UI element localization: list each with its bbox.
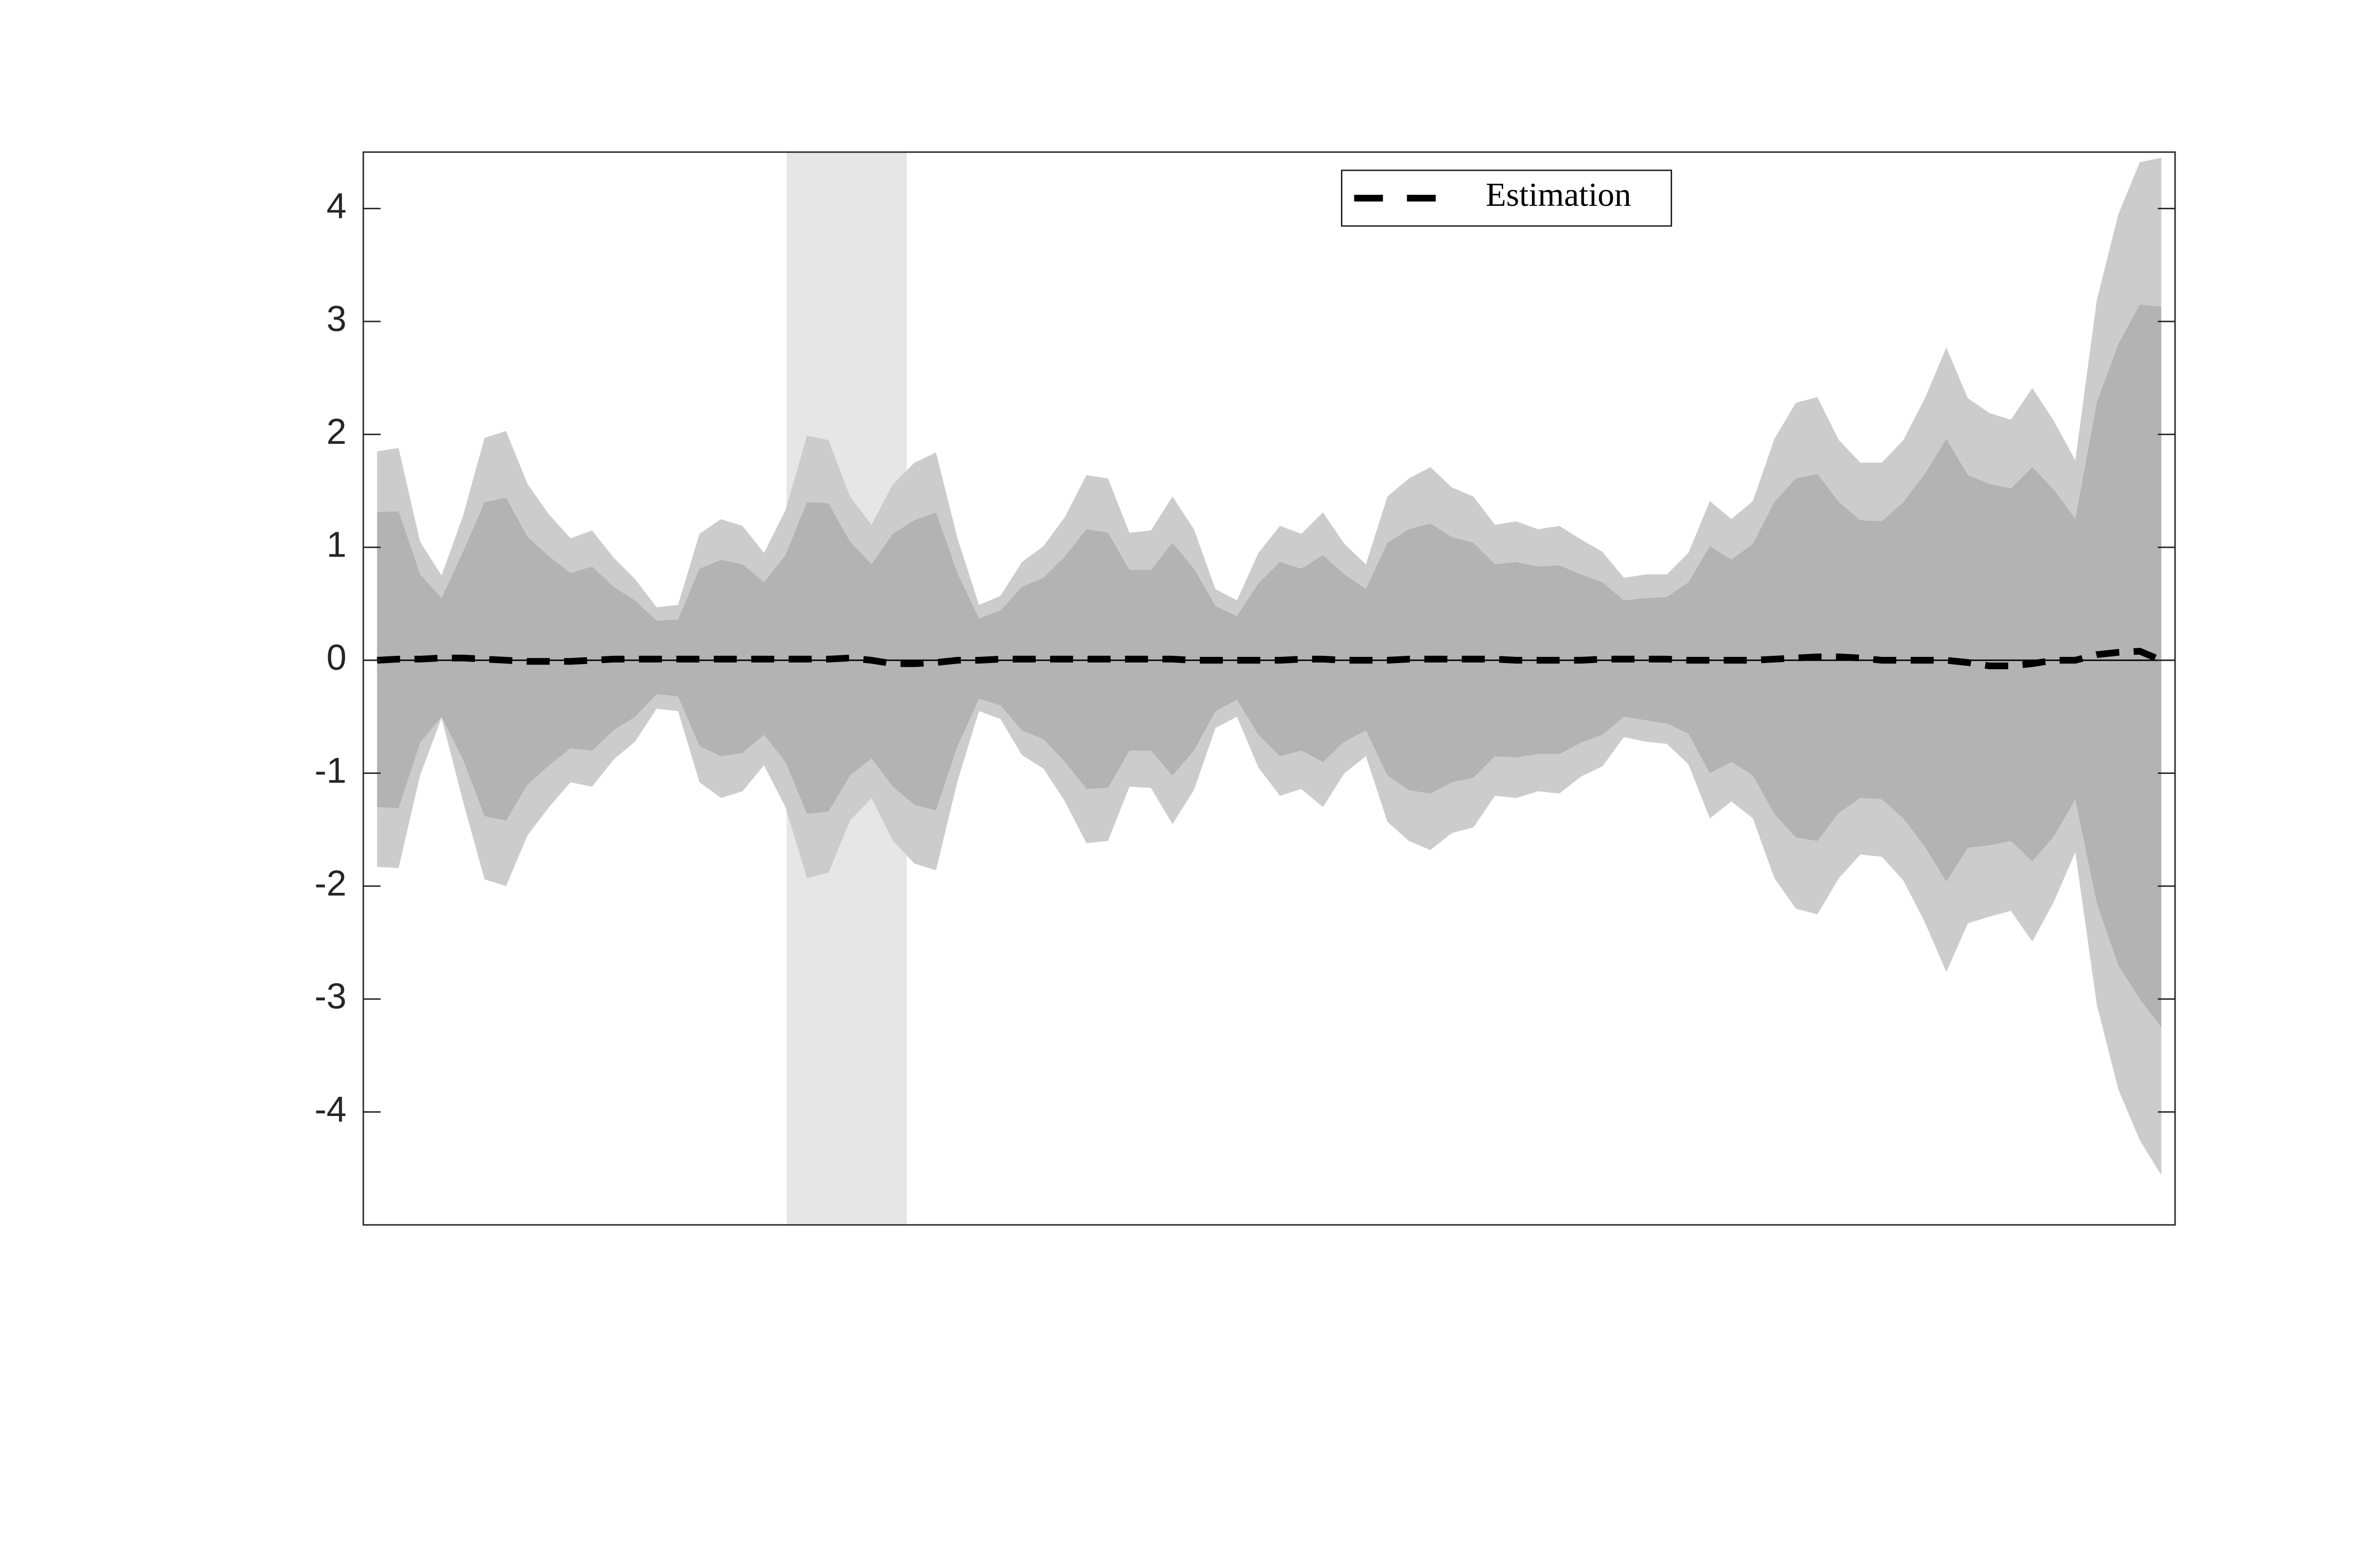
- y-tick-label: 0: [326, 637, 347, 677]
- legend-label: Estimation: [1486, 177, 1631, 214]
- y-tick-label: -1: [314, 750, 347, 790]
- y-tick-label: 4: [326, 185, 347, 226]
- y-tick-label: 2: [326, 411, 347, 451]
- y-tick-label: -3: [314, 976, 347, 1016]
- y-tick-label: 1: [326, 524, 347, 565]
- axes-box: [362, 151, 2176, 1226]
- y-tick-label: 3: [326, 298, 347, 339]
- legend-box: [1341, 169, 1672, 227]
- y-tick-label: -2: [314, 863, 347, 903]
- y-tick-label: -4: [314, 1089, 347, 1129]
- band: [377, 304, 2162, 1028]
